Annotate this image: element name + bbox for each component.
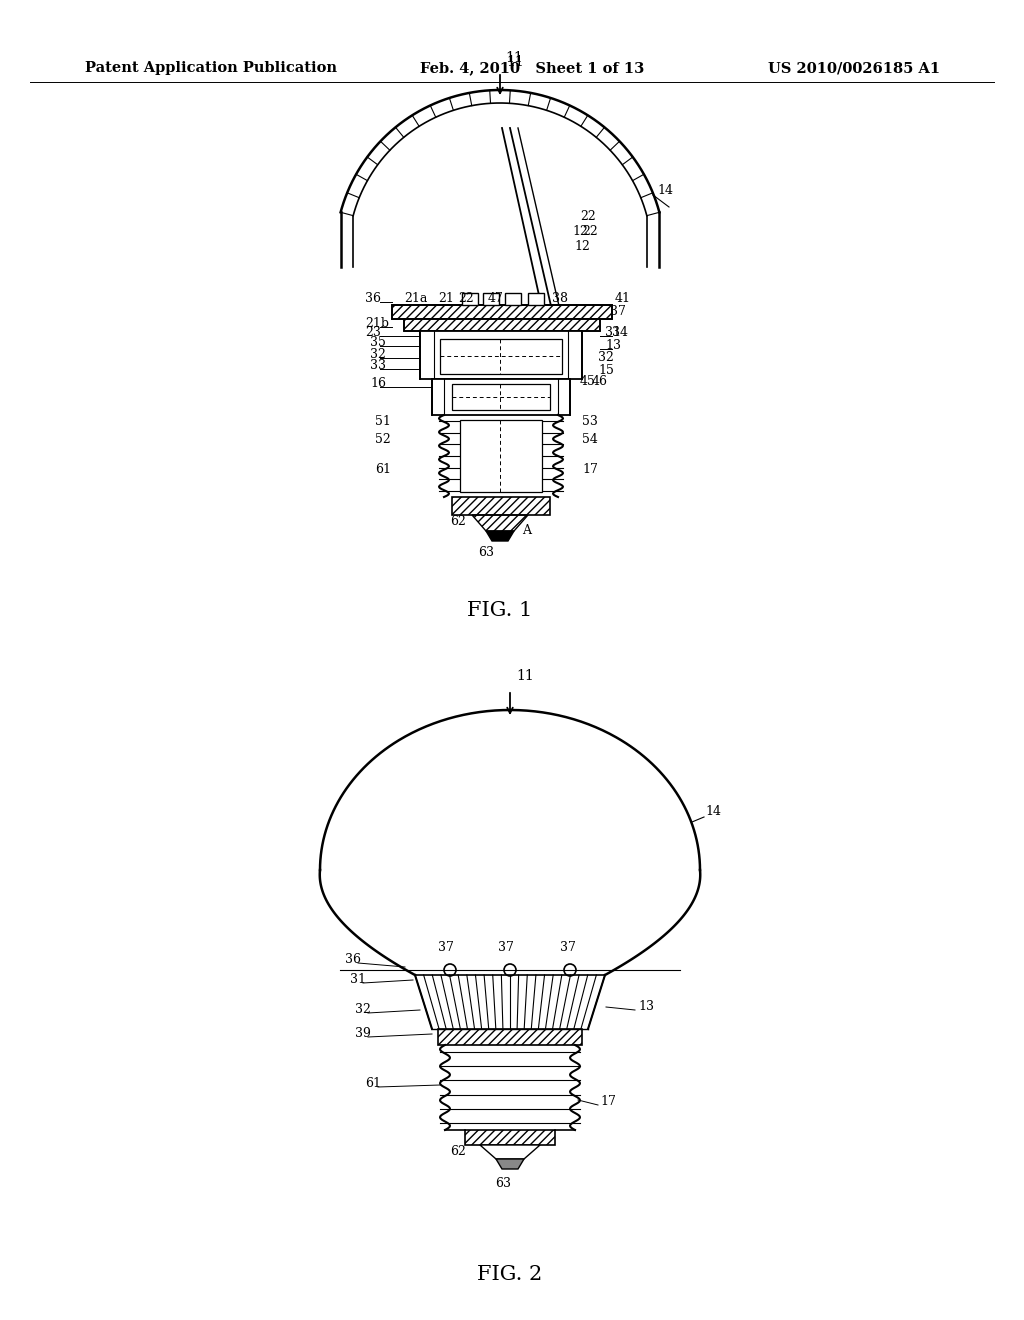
Text: 62: 62 [450, 1144, 466, 1158]
Text: 63: 63 [495, 1177, 511, 1191]
Bar [465, 1130, 555, 1144]
Bar [420, 331, 434, 379]
Text: 37: 37 [610, 305, 626, 318]
Text: 32: 32 [598, 351, 613, 364]
Text: 51: 51 [375, 414, 391, 428]
Bar [420, 331, 582, 379]
Text: 31: 31 [605, 326, 621, 339]
Text: 22: 22 [580, 210, 596, 223]
Text: 37: 37 [560, 941, 575, 954]
Text: 54: 54 [582, 433, 598, 446]
Text: A: A [522, 524, 531, 537]
Bar [528, 293, 544, 305]
Text: 63: 63 [478, 546, 494, 558]
Polygon shape [496, 1159, 524, 1170]
Bar [432, 379, 570, 414]
Text: 21b: 21b [365, 317, 389, 330]
Bar [462, 293, 478, 305]
Text: 62: 62 [450, 515, 466, 528]
Text: 35: 35 [370, 337, 386, 348]
Text: 32: 32 [370, 348, 386, 360]
Text: 14: 14 [657, 183, 673, 197]
Text: 11: 11 [516, 669, 534, 682]
Bar [452, 498, 550, 515]
Bar [452, 384, 550, 411]
Bar [404, 319, 600, 331]
Text: 37: 37 [438, 941, 454, 954]
Text: 45: 45 [580, 375, 596, 388]
Text: 23: 23 [365, 326, 381, 339]
Bar [483, 293, 499, 305]
Polygon shape [480, 1144, 540, 1159]
Text: 21: 21 [438, 292, 454, 305]
Bar [432, 379, 444, 414]
Bar [505, 293, 521, 305]
Text: 33: 33 [370, 359, 386, 372]
Text: 34: 34 [612, 326, 628, 339]
Text: 31: 31 [350, 973, 366, 986]
Text: 36: 36 [365, 292, 381, 305]
Text: 46: 46 [592, 375, 608, 388]
Text: 41: 41 [615, 292, 631, 305]
Bar [558, 379, 570, 414]
Text: 13: 13 [605, 339, 621, 352]
Text: 15: 15 [598, 364, 613, 378]
Text: 21a: 21a [404, 292, 427, 305]
Text: FIG. 1: FIG. 1 [467, 601, 532, 619]
Text: 36: 36 [345, 953, 361, 966]
Bar [392, 305, 612, 319]
Text: 61: 61 [375, 463, 391, 477]
Text: 53: 53 [582, 414, 598, 428]
Bar [440, 339, 562, 374]
Bar [568, 331, 582, 379]
Text: 52: 52 [375, 433, 391, 446]
Text: 32: 32 [355, 1003, 371, 1016]
Bar [460, 420, 542, 492]
Bar [438, 1030, 582, 1045]
Text: Patent Application Publication: Patent Application Publication [85, 61, 337, 75]
Text: 12: 12 [574, 240, 590, 253]
Text: Feb. 4, 2010   Sheet 1 of 13: Feb. 4, 2010 Sheet 1 of 13 [420, 61, 644, 75]
Text: 11: 11 [505, 51, 522, 65]
Text: US 2010/0026185 A1: US 2010/0026185 A1 [768, 61, 940, 75]
Text: 16: 16 [370, 378, 386, 389]
Polygon shape [486, 531, 514, 541]
Text: 13: 13 [638, 1001, 654, 1012]
Text: 22: 22 [582, 224, 598, 238]
Text: 17: 17 [582, 463, 598, 477]
Text: 22: 22 [458, 292, 474, 305]
Text: 11: 11 [506, 55, 523, 69]
Text: 37: 37 [498, 941, 514, 954]
Text: FIG. 2: FIG. 2 [477, 1266, 543, 1284]
Text: 39: 39 [355, 1027, 371, 1040]
Text: 61: 61 [365, 1077, 381, 1090]
Text: 12: 12 [572, 224, 588, 238]
Text: 38: 38 [552, 292, 568, 305]
Text: 17: 17 [600, 1096, 615, 1107]
Text: 47: 47 [488, 292, 504, 305]
Text: 14: 14 [705, 805, 721, 818]
Bar [404, 319, 600, 331]
Bar [392, 305, 612, 319]
